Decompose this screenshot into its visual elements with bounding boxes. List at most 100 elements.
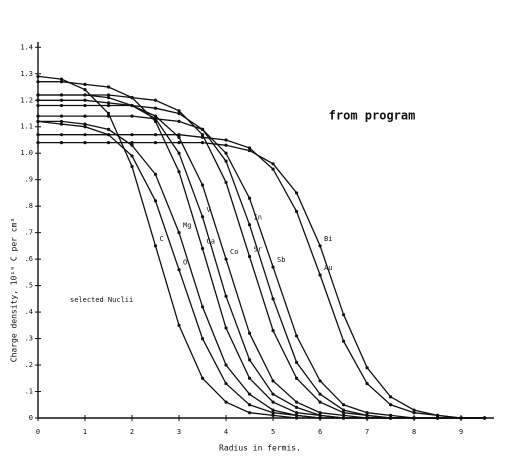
point [271,297,275,301]
point [318,413,322,417]
point [294,209,299,214]
point [271,413,275,417]
point [36,74,40,79]
point [388,413,393,417]
curve [38,104,485,419]
point [106,127,111,131]
point [106,96,111,100]
y-tick-label: .5 [25,282,33,290]
point [177,151,181,155]
point [388,403,393,407]
series-label: Bi [324,235,332,243]
point [435,416,440,420]
point [247,146,252,150]
series-label: O [183,259,187,267]
point [200,135,205,139]
point [247,196,252,200]
point [83,122,87,126]
annotation: from program [329,109,416,123]
point [294,376,299,380]
series-label: Ca [207,238,215,246]
point [106,101,111,105]
x-tick-label: 9 [459,428,463,436]
y-tick-label: .2 [25,361,33,369]
x-tick-label: 5 [271,428,275,436]
point [224,143,228,147]
y-tick-label: .6 [25,255,33,263]
point [224,159,228,163]
point [224,326,228,330]
point [341,313,346,317]
point [341,413,346,417]
point [200,336,205,341]
point [36,141,40,145]
point [177,268,181,272]
point [59,93,64,97]
x-axis-label: Radius in fermis. [219,444,301,453]
curve [38,94,485,419]
point [271,265,275,269]
point [412,411,416,415]
y-tick-label: .7 [25,229,33,237]
point [130,114,134,118]
point [435,413,440,417]
point [200,133,205,137]
point [59,103,64,108]
point [271,408,275,412]
point [153,114,158,118]
point [177,133,181,137]
point [224,151,228,155]
curve [38,120,485,419]
point [224,180,228,184]
point [130,103,134,108]
y-tick-label: 1.0 [20,149,33,157]
point [200,215,205,219]
x-tick-label: 2 [130,428,134,436]
point [36,103,40,108]
point [36,80,40,84]
point [224,294,228,298]
point [294,411,299,415]
point [318,273,322,277]
point [83,93,87,97]
point [388,416,393,420]
point [412,416,416,420]
x-tick-label: 0 [36,428,40,436]
point [59,122,64,126]
point [177,135,181,139]
point [153,117,158,121]
point [365,366,369,370]
y-tick-label: 1.2 [20,96,33,104]
point [200,141,205,145]
curve [38,94,485,419]
point [177,111,181,116]
point [318,244,322,248]
point [224,138,228,142]
point [106,93,111,97]
point [482,416,487,420]
point [130,141,134,145]
point [59,98,64,102]
x-tick-label: 8 [412,428,416,436]
point [200,305,205,309]
point [83,141,87,145]
point [365,413,369,417]
y-tick-label: 1.1 [20,123,33,131]
point [59,80,64,84]
point [318,400,322,404]
point [388,395,393,399]
point [59,133,64,137]
point [341,403,346,407]
series-label: V [207,206,212,214]
point [294,191,299,195]
point [294,334,299,338]
point [130,154,134,158]
note: selected Nuclii [70,296,133,304]
point [106,103,111,108]
point [318,416,322,420]
point [59,119,64,124]
series-label: In [254,214,262,222]
point [224,381,228,386]
point [224,363,228,367]
